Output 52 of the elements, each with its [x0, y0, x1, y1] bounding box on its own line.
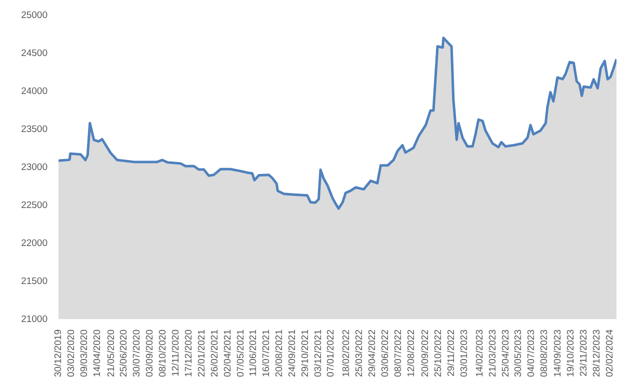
- x-tick-label: 24/09/2021: [286, 330, 298, 378]
- x-tick-label: 28/12/2023: [591, 330, 602, 378]
- x-tick-label: 21/05/2020: [106, 330, 117, 378]
- x-tick-label: 02/02/2024: [604, 330, 616, 378]
- x-tick-label: 03/01/2023: [458, 330, 470, 378]
- x-tick-label: 08/07/2022: [392, 330, 404, 378]
- x-tick-label: 08/10/2020: [157, 330, 168, 378]
- x-tick-label: 03/12/2021: [312, 330, 324, 378]
- x-tick-label: 25/04/2023: [500, 330, 512, 378]
- y-tick-label: 24000: [21, 86, 48, 97]
- x-tick-label: 17/12/2020: [183, 330, 194, 378]
- x-tick-label: 29/10/2021: [300, 330, 311, 378]
- x-tick-label: 29/11/2022: [446, 330, 458, 376]
- y-tick-label: 25000: [21, 10, 48, 21]
- x-tick-label: 11/06/2021: [248, 330, 260, 376]
- x-tick-label: 23/11/2023: [578, 330, 590, 376]
- x-tick-label: 25/06/2020: [118, 330, 130, 378]
- x-tick-label: 25/03/2022: [354, 330, 366, 378]
- x-tick-label: 29/04/2022: [367, 330, 378, 378]
- x-tick-label: 30/05/2023: [513, 330, 524, 378]
- x-tick-label: 02/04/2021: [222, 330, 234, 378]
- y-tick-label: 21000: [21, 314, 48, 325]
- x-tick-label: 20/08/2021: [274, 330, 286, 378]
- x-tick-label: 14/02/2023: [474, 330, 486, 378]
- x-tick-label: 30/12/2019: [53, 330, 64, 378]
- x-tick-label: 04/07/2023: [526, 330, 538, 378]
- x-tick-label: 03/02/2020: [66, 330, 77, 378]
- x-tick-label: 20/09/2022: [420, 330, 432, 378]
- x-tick-label: 30/07/2020: [132, 330, 143, 378]
- x-tick-label: 12/11/2020: [170, 330, 182, 376]
- x-tick-label: 07/01/2022: [326, 330, 337, 378]
- x-tick-label: 14/09/2023: [552, 330, 564, 378]
- y-tick-label: 23000: [21, 162, 48, 173]
- y-tick-label: 21500: [21, 276, 48, 287]
- x-tick-label: 26/02/2021: [209, 330, 220, 378]
- x-tick-label: 21/03/2023: [487, 330, 498, 378]
- x-tick-label: 12/08/2022: [406, 330, 417, 378]
- x-tick-label: 07/05/2021: [235, 330, 246, 378]
- x-tick-label: 19/10/2023: [566, 330, 577, 378]
- x-tick-label: 22/01/2021: [196, 330, 208, 378]
- x-tick-label: 08/08/2023: [539, 330, 550, 378]
- x-tick-label: 18/02/2022: [341, 330, 352, 378]
- x-tick-label: 14/04/2020: [92, 330, 104, 378]
- x-tick-label: 25/10/2022: [433, 330, 444, 378]
- y-tick-label: 24500: [21, 48, 48, 59]
- y-tick-label: 22000: [21, 238, 48, 249]
- x-tick-label: 03/09/2020: [144, 330, 156, 378]
- x-tick-label: 16/07/2021: [261, 330, 272, 378]
- y-tick-label: 22500: [21, 200, 48, 211]
- x-tick-label: 03/06/2022: [380, 330, 391, 378]
- x-tick-label: 09/03/2020: [78, 330, 90, 378]
- y-tick-label: 23500: [21, 124, 48, 135]
